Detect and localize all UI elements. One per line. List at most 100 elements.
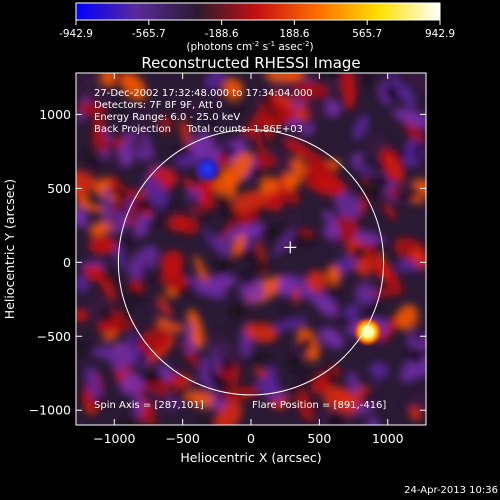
heatmap-blob-dark bbox=[268, 226, 283, 238]
heatmap-blob bbox=[120, 73, 147, 101]
heatmap-blob-dark bbox=[264, 89, 271, 111]
heatmap-blob-dark bbox=[109, 271, 119, 281]
heatmap-blob bbox=[85, 365, 103, 403]
heatmap-blob bbox=[83, 264, 105, 281]
heatmap-blob bbox=[395, 304, 419, 331]
heatmap-blob-dark bbox=[117, 202, 127, 214]
heatmap-blob-dark bbox=[124, 236, 130, 249]
heatmap-blob bbox=[343, 303, 360, 321]
heatmap-blob bbox=[403, 391, 426, 410]
heatmap-blob bbox=[266, 188, 285, 212]
heatmap-blob bbox=[104, 141, 128, 171]
heatmap-image bbox=[76, 73, 426, 425]
heatmap-blob bbox=[160, 250, 184, 277]
heatmap-blob bbox=[392, 108, 426, 128]
y-tick-label: 500 bbox=[47, 181, 71, 196]
heatmap-blob-dark bbox=[364, 299, 380, 321]
heatmap-blob-dark bbox=[408, 347, 422, 365]
chart-title: Reconstructed RHESSI Image bbox=[141, 54, 360, 72]
colorbar-unit: (photons cm-2 s-1 asec-2) bbox=[186, 40, 313, 53]
heatmap-blob bbox=[304, 94, 328, 118]
heatmap-blob bbox=[76, 275, 89, 293]
heatmap-blob bbox=[366, 417, 380, 425]
heatmap-blob-dark bbox=[76, 341, 84, 354]
heatmap-blob bbox=[92, 126, 108, 152]
heatmap-blob-dark bbox=[268, 133, 280, 146]
heatmap-blob-dark bbox=[93, 397, 106, 410]
heatmap-blob-dark bbox=[399, 189, 421, 201]
heatmap-blob bbox=[117, 195, 135, 225]
y-axis: −1000 −500 0 500 1000 bbox=[29, 107, 426, 418]
heatmap-blob bbox=[222, 78, 244, 100]
heatmap-blob-dark bbox=[119, 303, 132, 314]
heatmap-blob-dark bbox=[265, 106, 281, 118]
x-tick-label: 500 bbox=[307, 431, 331, 446]
heatmap-blob bbox=[77, 102, 105, 116]
flare-source bbox=[352, 316, 383, 347]
heatmap-blob bbox=[283, 138, 316, 161]
heatmap-blob bbox=[301, 123, 316, 136]
heatmap-blob-dark bbox=[116, 321, 131, 327]
heatmap-blob bbox=[211, 332, 238, 368]
heatmap-blob-dark bbox=[99, 309, 114, 324]
heatmap-blob bbox=[119, 372, 144, 396]
heatmap-blob-dark bbox=[224, 104, 245, 111]
heatmap-blob bbox=[188, 196, 202, 213]
colorbar bbox=[75, 2, 441, 21]
heatmap-blob bbox=[326, 264, 341, 286]
heatmap-blob-dark bbox=[176, 386, 188, 399]
colorbar-tick-label: 565.7 bbox=[352, 28, 382, 40]
heatmap-blob-dark bbox=[129, 336, 142, 349]
heatmap-blob bbox=[355, 166, 377, 175]
heatmap-blob bbox=[341, 73, 356, 110]
heatmap-blob bbox=[379, 314, 400, 343]
x-tick-label: 1000 bbox=[372, 431, 404, 446]
annotation-flare-position: Flare Position = [891,-416] bbox=[252, 400, 386, 411]
heatmap-blob bbox=[273, 229, 295, 256]
heatmap-blob-dark bbox=[207, 102, 216, 126]
heatmap-blob bbox=[185, 321, 193, 343]
heatmap-blob bbox=[132, 118, 145, 152]
annotation-energy: Energy Range: 6.0 - 25.0 keV bbox=[94, 112, 240, 123]
heatmap-blob bbox=[334, 256, 359, 271]
heatmap-blob-dark bbox=[293, 186, 298, 195]
heatmap-blob-dark bbox=[289, 353, 298, 366]
heatmap-blob bbox=[386, 274, 402, 295]
heatmap-blob bbox=[264, 73, 306, 82]
heatmap-blob bbox=[102, 187, 112, 228]
heatmap-blob-dark bbox=[220, 144, 235, 157]
heatmap-blob bbox=[249, 111, 262, 140]
heatmap-blob bbox=[244, 321, 278, 343]
heatmap-blob-dark bbox=[221, 190, 229, 213]
heatmap-blob bbox=[143, 107, 157, 124]
heatmap-blob bbox=[292, 287, 300, 305]
heatmap-blob bbox=[224, 151, 253, 188]
heatmap-blob-dark bbox=[292, 233, 316, 245]
spin-axis-marker bbox=[284, 241, 297, 254]
heatmap-blobs bbox=[76, 73, 426, 425]
colorbar-tick-label: -188.6 bbox=[205, 28, 239, 40]
heatmap-blob-dark bbox=[199, 208, 210, 219]
heatmap-blob-dark bbox=[247, 353, 270, 366]
heatmap-blob-dark bbox=[373, 175, 390, 190]
heatmap-blob bbox=[160, 116, 172, 134]
heatmap-blob bbox=[111, 212, 118, 231]
heatmap-blob-dark bbox=[241, 272, 255, 286]
heatmap-blob bbox=[167, 214, 190, 232]
heatmap-blob bbox=[270, 317, 308, 332]
heatmap-blob-dark bbox=[231, 301, 246, 320]
heatmap-blob-dark bbox=[301, 370, 320, 383]
annotation-time: 27-Dec-2002 17:32:48.000 to 17:34:04.000 bbox=[94, 88, 313, 99]
solar-limb bbox=[117, 129, 385, 396]
heatmap-blob bbox=[76, 207, 89, 229]
heatmap-blob-dark bbox=[327, 414, 344, 425]
heatmap-blob bbox=[347, 370, 360, 396]
heatmap-blob bbox=[368, 378, 382, 393]
heatmap-blob-dark bbox=[220, 358, 232, 373]
heatmap-blob-dark bbox=[329, 374, 339, 384]
x-axis: −1000 −500 0 500 1000 bbox=[93, 73, 404, 446]
heatmap-blob-dark bbox=[125, 287, 145, 301]
heatmap-blob bbox=[76, 170, 97, 194]
heatmap-blob bbox=[369, 361, 389, 379]
heatmap-blob-dark bbox=[360, 392, 373, 405]
